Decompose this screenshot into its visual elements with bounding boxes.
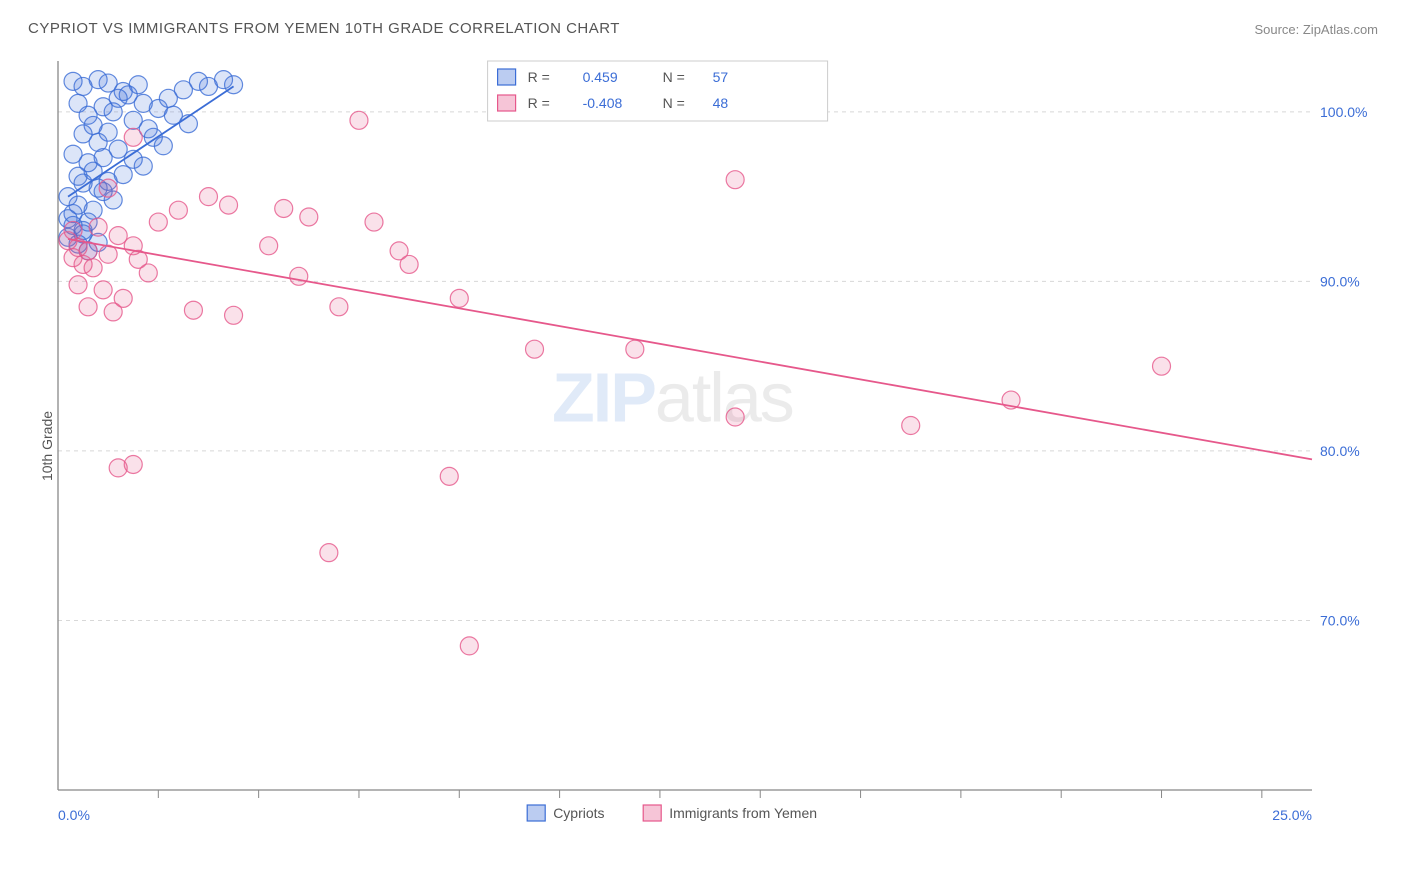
svg-text:57: 57 (713, 69, 729, 85)
svg-text:N =: N = (663, 95, 685, 111)
scatter-chart: 70.0% 80.0% 90.0% 100.0% ZIPatlas 0.0% 25.0% R … (52, 55, 1372, 835)
svg-text:R =: R = (528, 95, 550, 111)
svg-text:48: 48 (713, 95, 729, 111)
svg-text:N =: N = (663, 69, 685, 85)
svg-text:R =: R = (528, 69, 550, 85)
svg-text:90.0%: 90.0% (1320, 273, 1360, 289)
svg-text:0.0%: 0.0% (58, 807, 90, 823)
svg-text:Cypriots: Cypriots (553, 805, 604, 821)
svg-text:80.0%: 80.0% (1320, 443, 1360, 459)
chart-title: CYPRIOT VS IMMIGRANTS FROM YEMEN 10TH GR… (28, 20, 620, 37)
svg-text:70.0%: 70.0% (1320, 612, 1360, 628)
svg-text:0.459: 0.459 (583, 69, 618, 85)
svg-text:-0.408: -0.408 (583, 95, 623, 111)
svg-text:25.0%: 25.0% (1272, 807, 1312, 823)
svg-text:Immigrants from Yemen: Immigrants from Yemen (669, 805, 817, 821)
svg-text:ZIPatlas: ZIPatlas (552, 359, 793, 437)
chart-container: 70.0% 80.0% 90.0% 100.0% ZIPatlas 0.0% 25.0% R … (52, 55, 1372, 835)
svg-text:100.0%: 100.0% (1320, 104, 1367, 120)
source-label: Source: ZipAtlas.com (1254, 22, 1378, 37)
